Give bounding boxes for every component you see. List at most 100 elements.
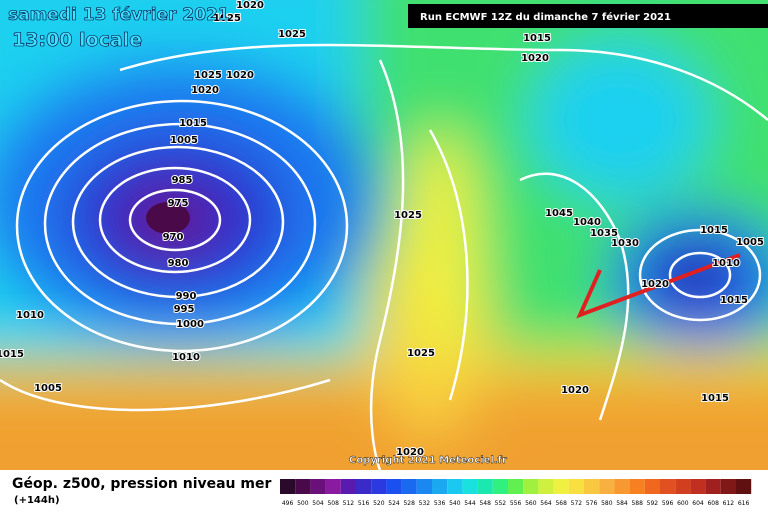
colorbar-swatch [584, 479, 600, 494]
colorbar-swatch [508, 479, 524, 494]
colorbar-tick: 604 [692, 500, 704, 507]
isobar-label: 990 [176, 291, 197, 302]
isobar-label: 1025 [394, 210, 422, 221]
colorbar-tick: 508 [327, 500, 339, 507]
arrow [576, 253, 741, 319]
colorbar-swatch [614, 479, 630, 494]
isobar-label: 1015 [179, 118, 207, 129]
run: Run ECMWF 12Z du dimanche 7 février 2021 [420, 11, 671, 23]
colorbar-tick: 500 [297, 500, 309, 507]
isobar-label: 995 [174, 304, 195, 315]
colorbar-tick: 528 [403, 500, 415, 507]
isobar-label: 1040 [573, 217, 601, 228]
isobar-label: 1015 [700, 225, 728, 236]
isobar-label: 1010 [172, 352, 200, 363]
isobar-label: 1025 [213, 13, 241, 24]
colorbar-tick: 588 [631, 500, 643, 507]
isobar-label: 1045 [545, 208, 573, 219]
colorbar-swatch [462, 479, 478, 494]
colorbar-swatch [416, 479, 432, 494]
colorbar-swatch [553, 479, 569, 494]
colorbar-swatch [720, 479, 736, 494]
colorbar-tick: 592 [647, 500, 659, 507]
colorbar-tick: 552 [495, 500, 507, 507]
colorbar-tick: 608 [707, 500, 719, 507]
isobar-label: 1030 [611, 238, 639, 249]
isobar-label: 1010 [16, 310, 44, 321]
copyright: Copyright 2021 Meteociel.fr [349, 455, 507, 466]
colorbar-tick: 556 [510, 500, 522, 507]
colorbar-tick: 568 [555, 500, 567, 507]
colorbar-swatch [492, 479, 508, 494]
time: 13:00 locale [12, 29, 142, 51]
colorbar-tick: 616 [738, 500, 750, 507]
colorbar-tick: 612 [723, 500, 735, 507]
colorbar-swatch [629, 479, 645, 494]
isobar-label: 1025 [194, 70, 222, 81]
isobar-label: 1035 [590, 228, 618, 239]
colorbar-swatch [386, 479, 402, 494]
colorbar-tick: 576 [586, 500, 598, 507]
colorbar-tick: 532 [419, 500, 431, 507]
isobar-label: 1020 [226, 70, 254, 81]
colorbar-swatch [568, 479, 584, 494]
colorbar-swatch [644, 479, 660, 494]
isobar-lines [0, 43, 768, 471]
colorbar-swatch [310, 479, 326, 494]
colorbar-tick: 584 [616, 500, 628, 507]
colorbar-tick: 536 [434, 500, 446, 507]
isobar-label: 1020 [236, 0, 264, 11]
isobar-label: 1005 [34, 383, 62, 394]
isobar-label: 1025 [278, 29, 306, 40]
isobar-label: 1015 [701, 393, 729, 404]
run-box [408, 4, 768, 28]
colorbar-tick: 540 [449, 500, 461, 507]
colorbar-tick: 516 [358, 500, 370, 507]
isobar-label: 1015 [720, 295, 748, 306]
footer-title: Géop. z500, pression niveau mer [12, 476, 271, 492]
colorbar-swatch [432, 479, 448, 494]
date: samedi 13 février 2021 [8, 5, 230, 25]
isobar-label: 985 [172, 175, 193, 186]
isobar-label: 1020 [561, 385, 589, 396]
colorbar-tick: 580 [601, 500, 613, 507]
colorbar-tick: 564 [540, 500, 552, 507]
isobar-label: 1005 [736, 237, 764, 248]
colorbar-tick: 496 [282, 500, 294, 507]
isobar-label: 975 [168, 198, 189, 209]
colorbar-swatch [280, 479, 296, 494]
colorbar-tick: 560 [525, 500, 537, 507]
isobar-label: 1025 [407, 348, 435, 359]
colorbar-tick: 544 [464, 500, 476, 507]
colorbar-tick: 520 [373, 500, 385, 507]
colorbar-swatch [325, 479, 341, 494]
isobar-label: 1020 [521, 53, 549, 64]
colorbar-swatch [736, 479, 752, 494]
colorbar-swatch [523, 479, 539, 494]
isobar-label: 1010 [712, 258, 740, 269]
colorbar-tick: 524 [388, 500, 400, 507]
isobar-label: 1015 [0, 349, 24, 360]
colorbar-swatch [356, 479, 372, 494]
colorbar-swatch [705, 479, 721, 494]
colorbar-swatch [295, 479, 311, 494]
colorbar-swatch [538, 479, 554, 494]
colorbar-tick: 596 [662, 500, 674, 507]
isobar-label: 1020 [641, 279, 669, 290]
colorbar: 496 500 504 508 512 516 520 524 528 532 536 540 544 5… [280, 479, 752, 507]
colorbar-swatch [340, 479, 356, 494]
isobar-label: 1015 [523, 33, 551, 44]
isobar-label: 970 [163, 232, 184, 243]
colorbar-swatch [447, 479, 463, 494]
colorbar-tick: 600 [677, 500, 689, 507]
isobar-label: 1000 [176, 319, 204, 330]
isobar-labels: 1020 1025 1025 1015 1020 1025 1020 1020 1015 1005… [0, 0, 765, 459]
colorbar-swatch [660, 479, 676, 494]
lead-time: (+144h) [14, 495, 60, 506]
colorbar-swatch [675, 479, 691, 494]
colorbar-tick: 504 [312, 500, 324, 507]
colorbar-swatch [690, 479, 706, 494]
colorbar-tick: 512 [343, 500, 355, 507]
